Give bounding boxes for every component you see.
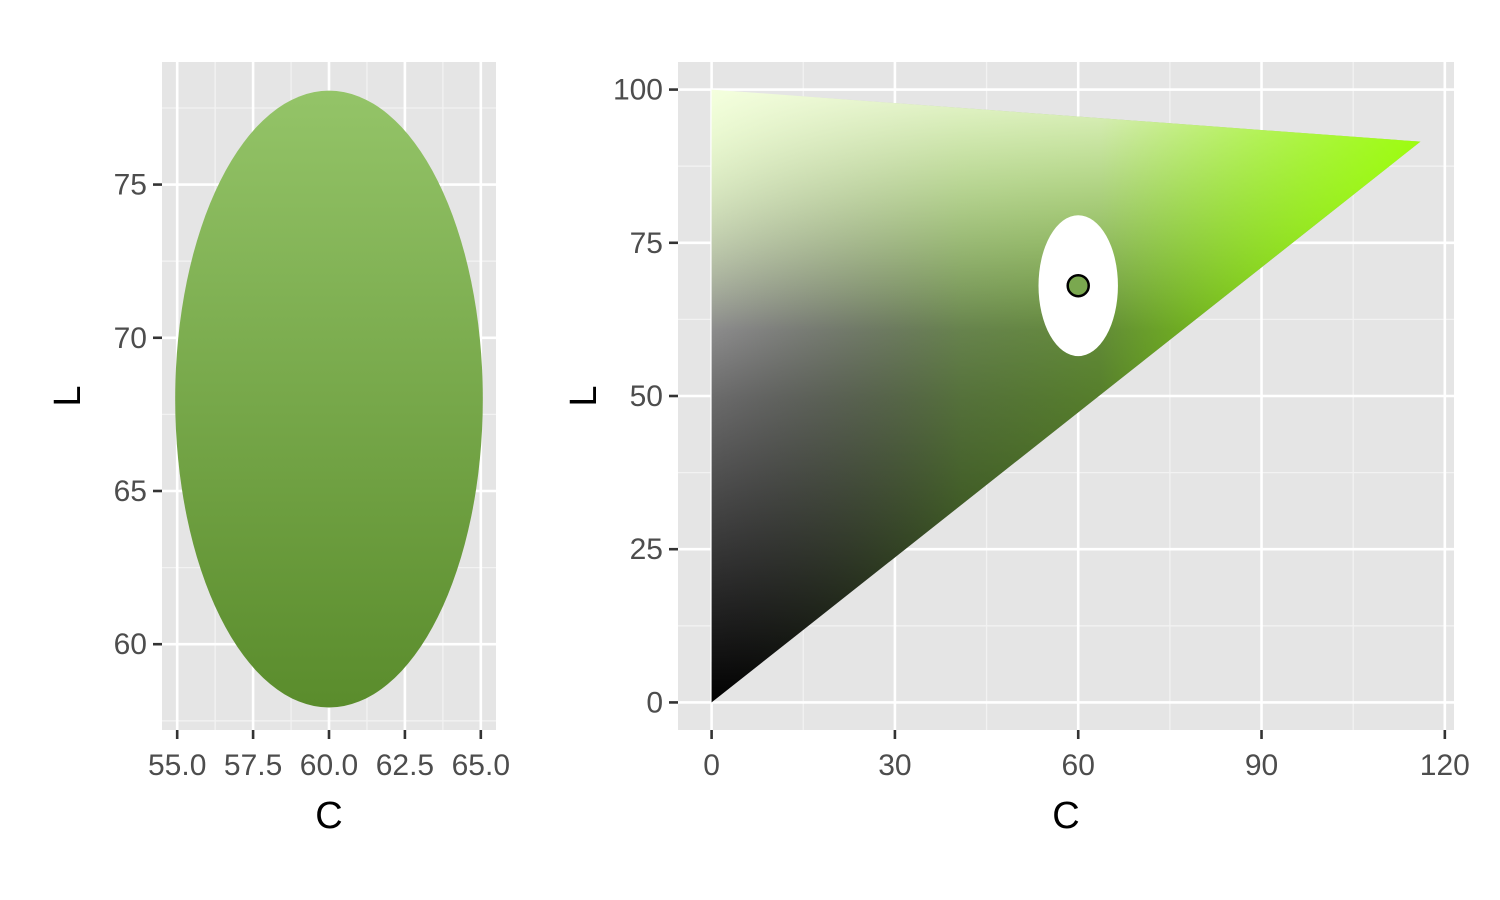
left-panel: 55.0 57.5 60.0 62.5 65.0 60 65 70 75 C L [47, 62, 510, 837]
right-y-axis: 0 25 50 75 100 [613, 74, 678, 719]
x-tick-label: 57.5 [224, 749, 282, 782]
y-tick-label: 65 [114, 475, 147, 508]
left-x-axis: 55.0 57.5 60.0 62.5 65.0 [148, 730, 510, 782]
gamut-cusp-layer [711, 89, 1421, 703]
y-tick-label: 50 [630, 380, 663, 413]
x-tick-label: 90 [1245, 749, 1278, 782]
right-panel: 0 30 60 90 120 0 25 50 75 100 C L [563, 62, 1470, 837]
right-x-axis-title: C [1052, 795, 1079, 837]
x-tick-label: 120 [1420, 749, 1470, 782]
right-y-axis-title: L [563, 385, 605, 406]
y-tick-label: 60 [114, 628, 147, 661]
right-x-axis: 0 30 60 90 120 [703, 730, 1470, 782]
x-tick-label: 30 [878, 749, 911, 782]
left-x-axis-title: C [315, 795, 342, 837]
y-tick-label: 75 [630, 227, 663, 260]
x-tick-label: 55.0 [148, 749, 206, 782]
y-tick-label: 0 [646, 686, 663, 719]
selected-color-point [1066, 273, 1090, 298]
x-tick-label: 60.0 [300, 749, 358, 782]
left-y-axis: 60 65 70 75 [114, 169, 162, 661]
x-tick-label: 62.5 [376, 749, 434, 782]
y-tick-label: 25 [630, 533, 663, 566]
color-gamut-triangle [711, 89, 1421, 703]
x-tick-label: 60 [1062, 749, 1095, 782]
x-tick-label: 0 [703, 749, 720, 782]
y-tick-label: 70 [114, 322, 147, 355]
y-tick-label: 100 [613, 74, 663, 107]
color-ellipse-zoom [175, 90, 483, 708]
left-y-axis-title: L [47, 385, 89, 406]
x-tick-label: 65.0 [452, 749, 510, 782]
y-tick-label: 75 [114, 169, 147, 202]
